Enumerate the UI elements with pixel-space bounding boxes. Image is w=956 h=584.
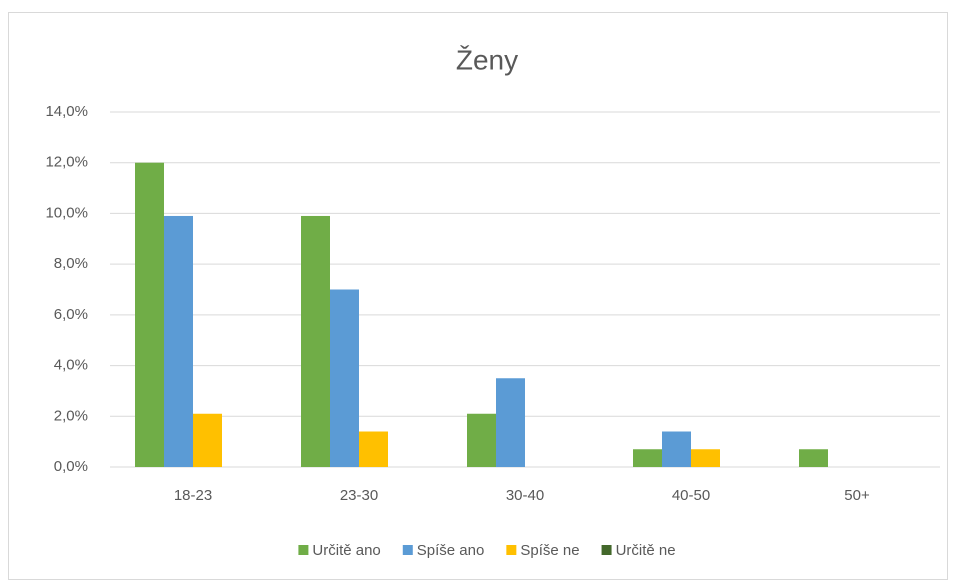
bar [662,431,691,467]
x-tick-label: 50+ [844,487,870,504]
bar [633,449,662,467]
bar [135,162,164,467]
legend-label: Spíše ne [520,542,579,559]
y-tick-label: 10,0% [45,204,88,221]
x-tick-label: 23-30 [340,487,378,504]
bar [496,378,525,467]
bar [330,289,359,467]
bar [193,413,222,467]
y-tick-label: 2,0% [54,407,88,424]
y-tick-label: 6,0% [54,306,88,323]
x-tick-label: 18-23 [174,487,212,504]
legend-swatch [506,545,517,555]
x-tick-label: 30-40 [506,487,544,504]
bar [691,449,720,467]
legend-label: Určitě ano [312,542,380,559]
x-tick-label: 40-50 [672,487,710,504]
legend-label: Spíše ano [417,542,485,559]
chart-title: Ženy [456,44,518,75]
bar [164,215,193,467]
legend-label: Určitě ne [616,542,676,559]
y-tick-label: 0,0% [54,458,88,475]
legend-swatch [601,545,612,555]
y-tick-label: 12,0% [45,154,88,171]
bar [301,215,330,467]
y-tick-label: 8,0% [54,255,88,272]
y-tick-label: 14,0% [45,103,88,120]
bar [799,449,828,467]
bar [359,431,388,467]
legend-swatch [402,545,413,555]
bar [467,413,496,467]
legend-swatch [298,545,309,555]
y-tick-label: 4,0% [54,357,88,374]
